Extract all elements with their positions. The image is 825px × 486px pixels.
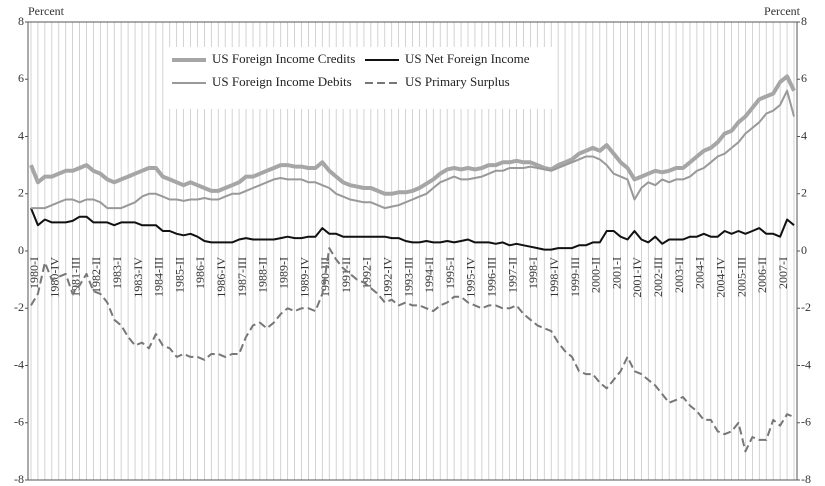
x-tick-label: 1986-I xyxy=(193,257,207,289)
y2-tick-label: -6 xyxy=(801,415,811,429)
x-tick-label: 2007-I xyxy=(776,257,790,289)
y-tick-label: -4 xyxy=(14,357,24,371)
x-tick-label: 1995-I xyxy=(443,257,457,289)
y-tick-label: 6 xyxy=(18,71,24,85)
y-tick-label: -2 xyxy=(14,300,24,314)
y-tick-label: 0 xyxy=(18,243,24,257)
series-line xyxy=(29,74,796,196)
x-tick-label: 1989-IV xyxy=(297,257,311,298)
y2-axis-title: Percent xyxy=(764,4,801,18)
x-tick-label: 1997-II xyxy=(505,257,519,293)
x-tick-label: 1980-I xyxy=(27,257,41,289)
x-tick-label: 2002-III xyxy=(651,257,665,297)
x-tick-label: 2005-III xyxy=(734,257,748,297)
x-tick-label: 1983-IV xyxy=(131,257,145,298)
x-tick-label: 2001-I xyxy=(609,257,623,289)
series-line xyxy=(30,247,795,453)
x-tick-label: 1989-I xyxy=(276,257,290,289)
x-tick-label: 1988-II xyxy=(256,257,270,293)
y2-tick-label: -4 xyxy=(801,357,811,371)
y2-tick-label: 4 xyxy=(801,128,807,142)
y2-tick-label: 0 xyxy=(801,243,807,257)
y2-tick-label: -8 xyxy=(801,472,811,486)
legend-label: US Primary Surplus xyxy=(405,74,510,89)
x-tick-label: 2004-IV xyxy=(713,257,727,298)
x-tick-label: 1980-IV xyxy=(48,257,62,298)
x-tick-label: 1994-II xyxy=(422,257,436,293)
y-tick-label: 2 xyxy=(18,186,24,200)
y2-tick-label: -2 xyxy=(801,300,811,314)
y-tick-label: -8 xyxy=(14,472,24,486)
legend-box xyxy=(165,47,557,109)
x-tick-label: 1981-III xyxy=(68,257,82,297)
x-tick-label: 2000-II xyxy=(589,257,603,293)
legend-label: US Foreign Income Debits xyxy=(212,74,352,89)
y2-tick-label: 2 xyxy=(801,186,807,200)
series-line xyxy=(31,89,795,210)
x-tick-label: 1998-I xyxy=(526,257,540,289)
x-tick-label: 1993-III xyxy=(401,257,415,297)
y-tick-label: -6 xyxy=(14,415,24,429)
x-tick-label: 1987-III xyxy=(235,257,249,297)
x-tick-label: 1982-II xyxy=(89,257,103,293)
x-tick-label: 1992-IV xyxy=(381,257,395,298)
x-tick-label: 1999-III xyxy=(568,257,582,297)
legend-label: US Net Foreign Income xyxy=(405,51,530,66)
y-tick-label: 8 xyxy=(18,14,24,28)
x-tick-label: 1984-III xyxy=(152,257,166,297)
y-axis-title: Percent xyxy=(28,4,65,18)
y2-tick-label: 8 xyxy=(801,14,807,28)
x-tick-label: 2001-IV xyxy=(630,257,644,298)
y2-tick-label: 6 xyxy=(801,71,807,85)
x-tick-label: 2003-II xyxy=(672,257,686,293)
x-tick-label: 1996-III xyxy=(485,257,499,297)
x-tick-label: 1985-II xyxy=(172,257,186,293)
y-tick-label: 4 xyxy=(18,128,24,142)
x-tick-label: 1991-II xyxy=(339,257,353,293)
x-tick-label: 1998-IV xyxy=(547,257,561,298)
x-tick-label: 2004-I xyxy=(693,257,707,289)
x-tick-label: 1995-IV xyxy=(464,257,478,298)
x-tick-label: 1983-I xyxy=(110,257,124,289)
x-tick-label: 2006-II xyxy=(755,257,769,293)
legend-label: US Foreign Income Credits xyxy=(212,51,355,66)
series-line xyxy=(30,207,795,251)
x-tick-label: 1992-I xyxy=(360,257,374,289)
x-tick-label: 1986-IV xyxy=(214,257,228,298)
